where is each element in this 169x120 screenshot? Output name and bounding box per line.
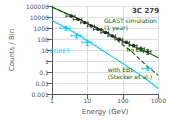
svg-text:1: 1 — [45, 58, 49, 65]
svg-text:0.1: 0.1 — [39, 69, 49, 76]
svg-text:1000: 1000 — [34, 25, 49, 32]
svg-text:with EBL: with EBL — [108, 66, 135, 73]
svg-text:3C 279: 3C 279 — [132, 7, 159, 15]
svg-text:1000: 1000 — [151, 97, 166, 104]
svg-text:100: 100 — [117, 97, 129, 104]
svg-text:(Stecker et al.): (Stecker et al.) — [108, 73, 152, 80]
svg-text:Energy (GeV): Energy (GeV) — [82, 108, 129, 116]
svg-text:GLAST simulation: GLAST simulation — [104, 17, 157, 24]
svg-text:10: 10 — [84, 97, 92, 104]
svg-text:100000: 100000 — [26, 3, 49, 10]
svg-text:no EBL: no EBL — [126, 46, 147, 53]
svg-text:(1 year): (1 year) — [104, 24, 128, 32]
svg-text:10: 10 — [41, 47, 49, 54]
svg-text:100: 100 — [37, 36, 49, 43]
svg-text:10000: 10000 — [30, 14, 49, 21]
svg-text:0.001: 0.001 — [32, 91, 49, 98]
svg-text:Counts / Bin: Counts / Bin — [8, 29, 16, 71]
svg-text:0.01: 0.01 — [35, 80, 49, 87]
svg-text:EGRET: EGRET — [50, 47, 70, 54]
svg-text:1: 1 — [50, 97, 54, 104]
